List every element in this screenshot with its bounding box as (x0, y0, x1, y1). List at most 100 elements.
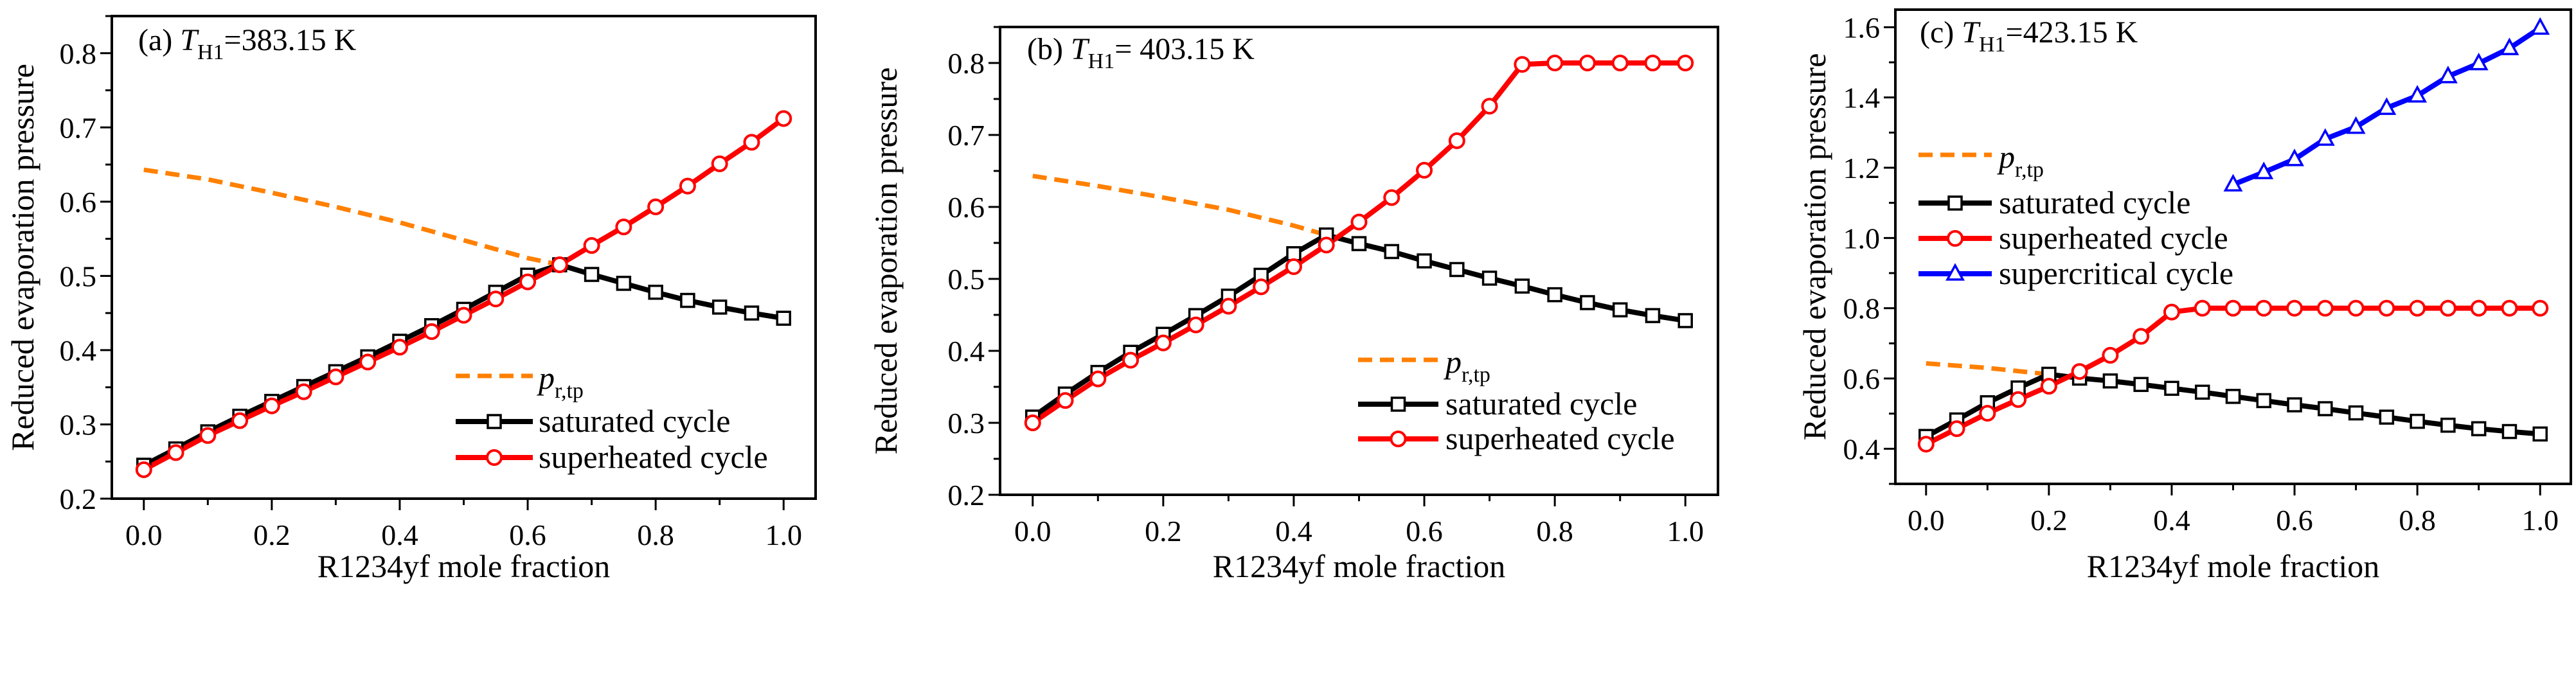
x-tick-label: 0.6 (509, 519, 546, 551)
data-point (2224, 299, 2242, 317)
data-point (231, 412, 249, 429)
y-tick-label: 0.4 (1843, 432, 1881, 465)
data-point (2194, 384, 2210, 400)
data-point (1417, 253, 1432, 269)
y-tick-label: 0.4 (60, 334, 97, 367)
data-point (551, 256, 568, 274)
data-point (2286, 299, 2303, 317)
data-point (1449, 262, 1465, 278)
data-point (1481, 271, 1498, 286)
data-point (1318, 236, 1335, 254)
y-tick-label: 0.8 (1843, 292, 1881, 325)
data-point (2409, 299, 2426, 317)
data-point (2256, 393, 2272, 409)
y-tick-label: 0.7 (948, 119, 985, 152)
data-point (776, 310, 791, 326)
legend-label-sub: r,tp (2015, 158, 2044, 182)
data-point (1416, 161, 1433, 179)
y-tick-label: 1.4 (1843, 82, 1881, 114)
x-tick-label: 0.4 (381, 519, 418, 551)
title-sub: H1 (197, 40, 224, 64)
data-point (711, 155, 728, 172)
y-tick-label: 0.3 (948, 407, 985, 440)
data-point (2223, 173, 2243, 191)
legend-label-main: p (1997, 139, 2015, 175)
title-prefix: (a) (138, 23, 180, 57)
data-point (1677, 313, 1693, 328)
data-point (1514, 278, 1530, 294)
data-point (2102, 346, 2119, 364)
data-point (1481, 98, 1498, 115)
data-point (295, 383, 312, 400)
y-tick-label: 0.2 (60, 483, 97, 515)
panel-title: (b) TH1= 403.15 K (1027, 32, 1255, 73)
data-point (1579, 55, 1596, 71)
data-point (1546, 55, 1564, 71)
legend-label: pr,tp (537, 360, 584, 403)
y-tick-label: 0.2 (948, 479, 985, 512)
data-point (2010, 391, 2027, 408)
x-tick-label: 0.2 (2030, 504, 2068, 537)
data-point (2532, 299, 2549, 317)
data-point (2410, 413, 2425, 429)
data-point (1089, 370, 1107, 387)
data-point (2346, 116, 2366, 134)
y-axis-label: Reduced evaporation pressure (868, 67, 904, 455)
data-point (263, 397, 280, 414)
data-point (2315, 128, 2335, 146)
data-point (647, 198, 665, 215)
legend-label: saturated cycle (1999, 184, 2190, 220)
x-tick-label: 0.0 (1908, 504, 1945, 537)
data-point (744, 305, 760, 321)
data-point (1154, 334, 1172, 351)
panel-title: (c) TH1=423.15 K (1920, 15, 2138, 57)
data-point (2471, 421, 2487, 436)
data-point (711, 299, 728, 315)
data-point (2040, 378, 2057, 395)
title-value: =383.15 K (224, 23, 357, 57)
data-point (1448, 132, 1465, 149)
series-line-p-r-tp (1926, 361, 2050, 377)
y-tick-label: 0.8 (948, 47, 985, 80)
title-T: T (1962, 15, 1981, 49)
data-point (743, 134, 760, 151)
legend-label: pr,tp (1997, 139, 2044, 182)
chart-panel-a: 0.0 0.2 0.4 0.6 0.8 1.0 0.2 0.3 0.4 0.5 0.6 0.7 0.8 R… (4, 15, 817, 584)
x-axis-label: R1234yf mole fraction (2087, 548, 2379, 584)
data-point (775, 110, 792, 127)
data-point (1612, 302, 1628, 317)
data-point (1220, 298, 1237, 315)
title-value: =423.15 K (2006, 15, 2138, 49)
data-point (2318, 401, 2333, 416)
data-point (2225, 389, 2241, 404)
y-tick-label: 0.8 (60, 37, 97, 70)
data-point (616, 276, 632, 291)
y-axis-label: Reduced evaporation pressure (4, 64, 40, 451)
y-tick-label: 0.3 (60, 408, 97, 441)
legend-label-main: p (537, 360, 555, 396)
data-point (1948, 420, 1965, 438)
data-point (648, 285, 663, 300)
x-tick-label: 0.8 (637, 519, 674, 551)
title-value: = 403.15 K (1114, 32, 1255, 66)
series-line-p-r-tp (1032, 173, 1327, 238)
data-point (2470, 299, 2487, 317)
x-tick-label: 0.2 (1145, 515, 1182, 547)
x-tick-label: 1.0 (1667, 515, 1704, 547)
x-tick-label: 0.0 (125, 519, 163, 551)
data-point (2316, 299, 2334, 317)
data-point (2501, 423, 2518, 440)
data-point (1917, 436, 1935, 453)
data-point (1024, 414, 1041, 431)
legend-marker-circle (1947, 230, 1963, 247)
data-point (1514, 56, 1531, 73)
y-tick-label: 1.2 (1843, 152, 1881, 184)
y-tick-label: 0.5 (60, 260, 97, 292)
data-point (2377, 97, 2397, 115)
data-point (2133, 328, 2150, 345)
x-tick-label: 0.0 (1014, 515, 1051, 547)
